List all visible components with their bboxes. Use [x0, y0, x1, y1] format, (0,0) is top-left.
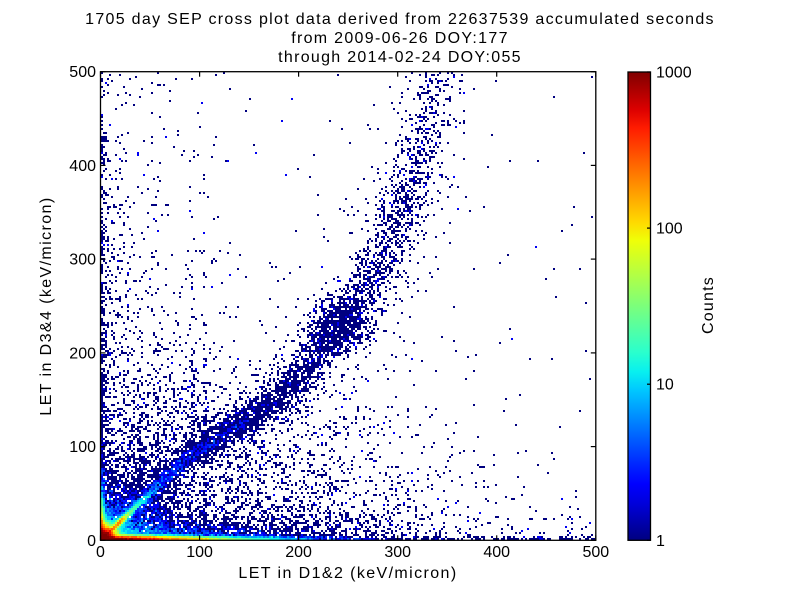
svg-text:500: 500	[582, 544, 609, 561]
svg-text:1000: 1000	[656, 65, 692, 82]
svg-text:400: 400	[483, 544, 510, 561]
svg-text:1705 day SEP cross plot data d: 1705 day SEP cross plot data derived fro…	[85, 11, 715, 28]
svg-text:200: 200	[69, 345, 96, 362]
svg-text:300: 300	[69, 252, 96, 269]
svg-text:LET in D1&2 (keV/micron): LET in D1&2 (keV/micron)	[238, 565, 457, 582]
svg-text:Counts: Counts	[700, 276, 717, 334]
svg-text:400: 400	[69, 158, 96, 175]
svg-text:through 2014-02-24 DOY:055: through 2014-02-24 DOY:055	[278, 49, 522, 66]
svg-text:500: 500	[69, 64, 96, 81]
svg-text:0: 0	[87, 533, 96, 550]
svg-text:100: 100	[69, 439, 96, 456]
svg-text:from 2009-06-26 DOY:177: from 2009-06-26 DOY:177	[291, 30, 509, 47]
svg-text:100: 100	[656, 221, 683, 238]
svg-text:100: 100	[186, 544, 213, 561]
svg-text:10: 10	[656, 377, 674, 394]
svg-text:300: 300	[384, 544, 411, 561]
svg-text:200: 200	[285, 544, 312, 561]
svg-text:0: 0	[96, 544, 105, 561]
svg-text:LET in D3&4 (keV/micron): LET in D3&4 (keV/micron)	[38, 196, 55, 415]
svg-text:1: 1	[656, 533, 665, 550]
